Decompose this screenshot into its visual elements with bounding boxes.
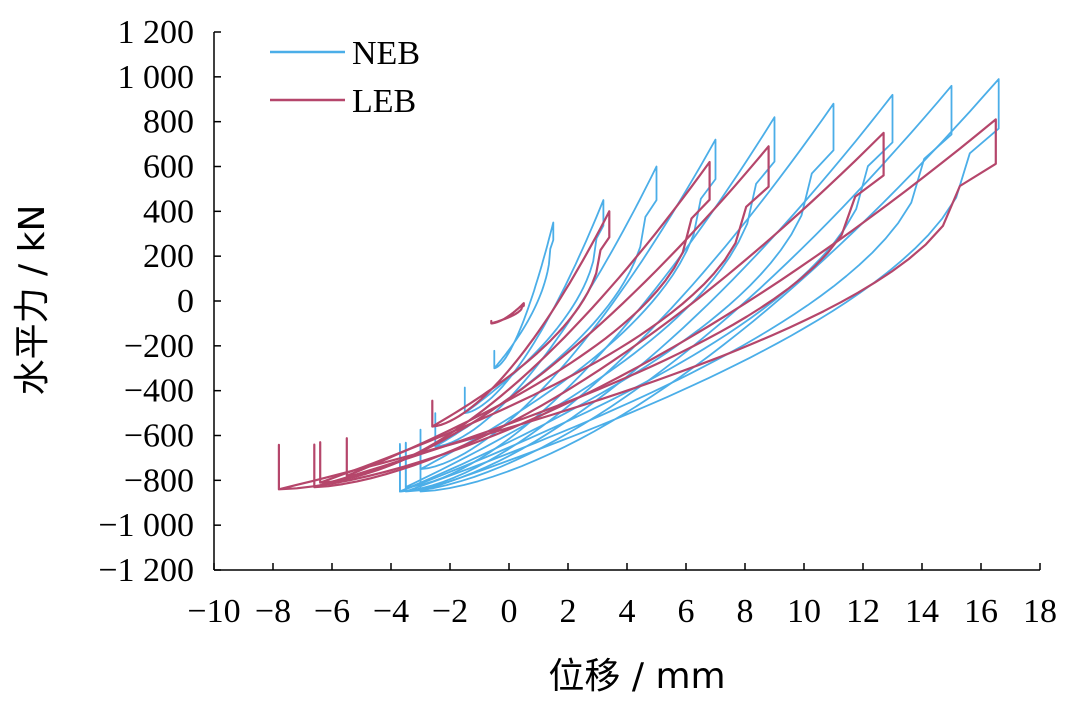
x-tick-label: −4 [373,593,409,630]
y-tick-label: −600 [124,418,194,455]
neb-loop-8 [404,84,953,493]
y-tick-label: 1 000 [118,59,195,96]
x-tick-label: 6 [678,593,695,630]
y-tick-label: 0 [177,283,194,320]
legend: NEB LEB [270,35,420,120]
axes: 1 200 1 000 800 600 400 200 0 −200 −400 −600 −800 −… [98,14,1057,630]
leb-loop-2 [431,210,611,428]
plot-lines [277,78,1000,493]
leb-loop-5 [313,131,885,489]
y-tick-label: 800 [143,104,194,141]
y-tick-label: −1 000 [98,507,194,544]
x-tick-label: 12 [846,593,880,630]
x-tick-label: 10 [787,593,821,630]
leb-loop-3 [345,160,711,477]
y-tick-label: −200 [124,328,194,365]
x-tick-label: −2 [432,593,468,630]
neb-loop-7 [399,93,894,493]
y-tick-label: 1 200 [118,14,195,51]
neb-loop-1 [493,221,555,370]
legend-label-neb: NEB [352,35,420,72]
y-tick-label: 400 [143,193,194,230]
leb-loop-1 [490,302,525,325]
y-tick-label: 200 [143,238,194,275]
y-tick-label: −800 [124,462,194,499]
y-axis-title: 水平力 / kN [12,205,53,396]
legend-label-leb: LEB [352,83,416,120]
leb-loop-4 [319,145,770,484]
neb-loop-4 [419,138,717,470]
x-axis-title: 位移 / mm [548,656,725,697]
neb-loop-9 [419,78,1000,493]
x-tick-label: 4 [619,593,636,630]
x-tick-label: −6 [314,593,350,630]
x-tick-label: 2 [560,593,577,630]
x-tick-label: −8 [255,593,291,630]
neb-loop-6 [399,102,835,493]
x-tick-label: 0 [501,593,518,630]
x-tick-label: 14 [905,593,939,630]
y-tick-label: 600 [143,149,194,186]
x-tick-label: −10 [187,593,240,630]
y-tick-label: −1 200 [98,552,194,589]
y-tick-label: −400 [124,373,194,410]
leb-loop-6 [277,118,997,491]
x-tick-label: 8 [737,593,754,630]
x-tick-label: 16 [964,593,998,630]
series-leb [277,118,997,491]
x-tick-label: 18 [1023,593,1057,630]
